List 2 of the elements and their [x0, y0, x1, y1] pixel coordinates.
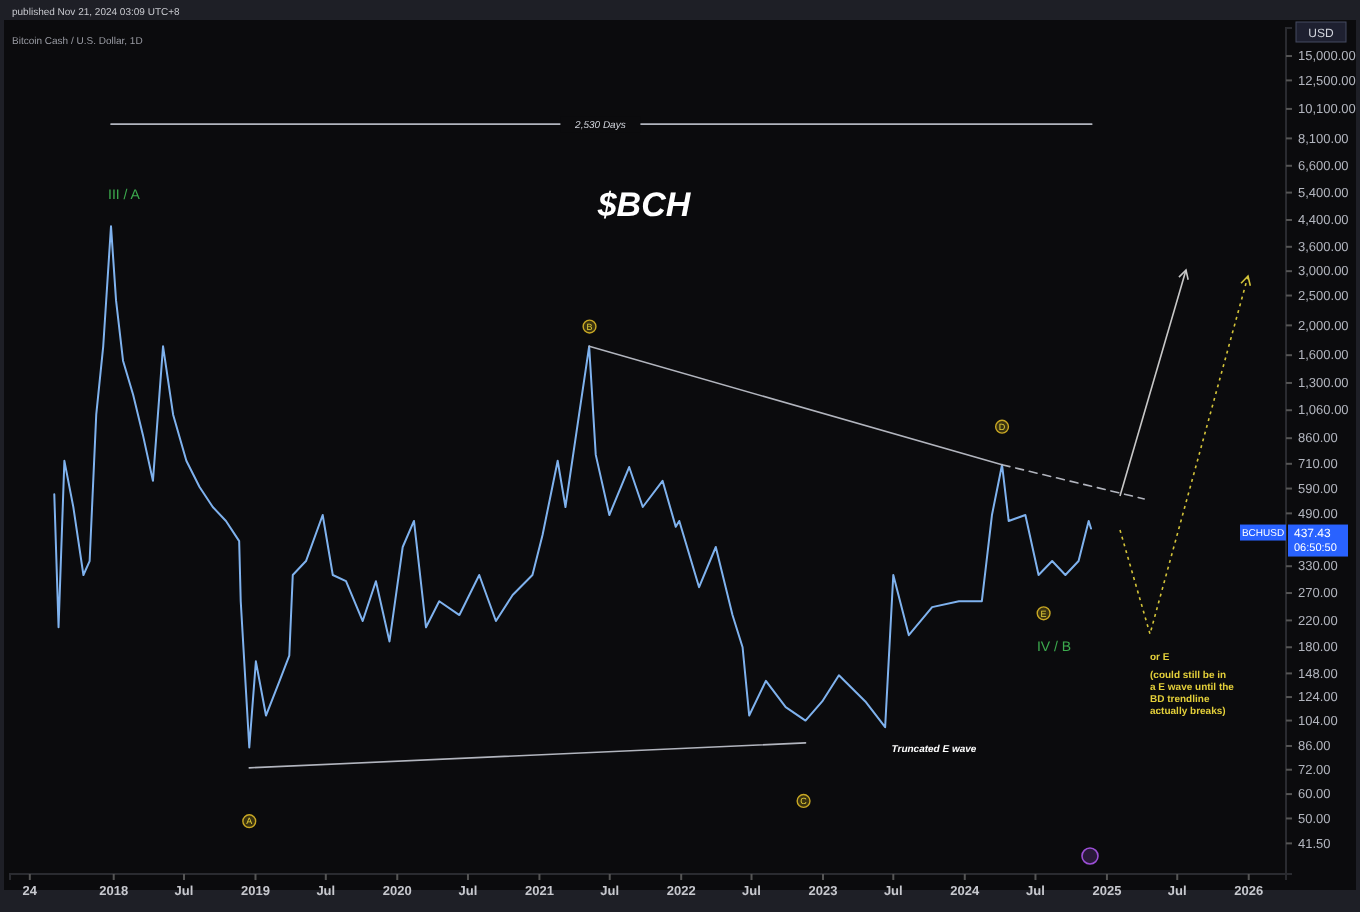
line-series [53, 225, 1093, 749]
text: $BCH [595, 186, 692, 224]
